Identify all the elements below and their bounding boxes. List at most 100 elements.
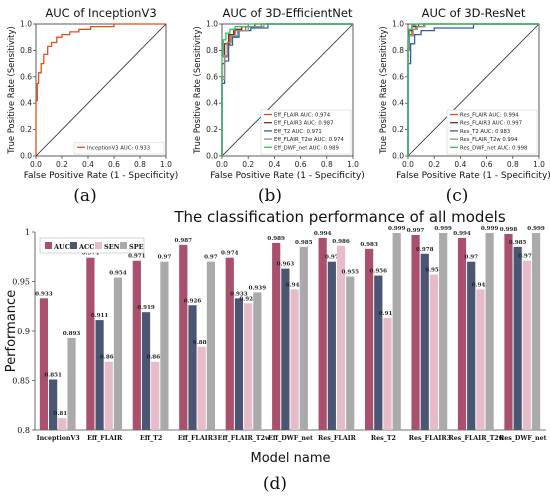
roc-title: AUC of InceptionV3 [45,6,156,20]
y-tick-label: 0.4 [206,99,218,108]
y-tick-label: 0.85 [12,377,30,386]
legend-box [260,109,352,155]
bar-spe [485,232,494,430]
y-tick-label: 0.2 [206,125,218,134]
bar-value-label: 0.942 [286,282,304,288]
y-tick-label: 0.8 [17,426,30,435]
legend-label: Res_DWF_net AUC: 0.998 [460,145,528,151]
legend-label: Eff_FLAIR AUC: 0.974 [274,113,331,119]
bar-value-label: 0.97 [158,255,172,261]
bar-spe [67,337,76,430]
legend-label: Res_FLAIR AUC: 0.994 [460,113,519,119]
legend-swatch-acc [70,242,77,249]
bar-auc [39,298,49,430]
bar-value-label: 0.869 [100,355,118,361]
bar-acc [467,261,476,430]
bar-value-label: 0.933 [35,291,53,297]
bar-value-label: 0.869 [146,355,164,361]
legend-label: Eff_T2 AUC: 0.971 [274,129,322,135]
bar-value-label: 0.851 [44,373,62,379]
legend-box [73,142,165,155]
legend-label: Res_FLAIR_T2w 0.994 [460,137,518,143]
bar-value-label: 0.928 [239,296,257,302]
legend-swatch-spe [120,242,127,249]
category-label: Res_DWF_net [499,435,547,442]
bar-value-label: 0.997 [407,228,425,234]
x-tick-label: 0.0 [216,160,228,169]
bar-spe [439,232,448,430]
bar-sen [383,318,392,430]
bar-acc [420,253,429,430]
bar-auc [318,237,327,430]
bar-value-label: 0.999 [527,226,545,232]
y-tick-label: 0.8 [206,46,218,55]
bar-value-label: 0.956 [370,269,388,275]
bar-value-label: 0.97 [325,255,339,261]
x-tick-label: 0.6 [295,160,307,169]
bar-sen [197,346,206,430]
bar-acc [234,298,244,430]
bar-value-label: 0.926 [184,298,202,304]
plot-frame [35,23,167,157]
bar-value-label: 0.919 [137,305,155,311]
bar-sen [151,361,160,430]
bar-auc [411,234,420,430]
bar-value-label: 0.978 [416,247,434,253]
bar-auc [86,257,95,430]
x-tick-label: 1.0 [347,160,359,169]
legend-label: Res_FLAIR3 AUC: 0.997 [460,121,522,127]
x-tick-label: 0.0 [30,160,42,169]
bar-sen [429,274,439,430]
bar-auc [132,260,141,430]
category-label: Res_FLAIR_T2w [449,435,505,442]
bar-value-label: 0.974 [221,251,239,257]
x-axis-label: Model name [250,451,330,466]
legend-box [39,237,145,254]
bar-value-label: 0.985 [295,240,313,246]
y-axis-label: True Positive Rate (Sensitivity) [6,26,16,154]
y-tick-label: 1 [25,228,30,237]
x-tick-label: 0.4 [268,160,280,169]
legend-swatch-sen [95,242,102,249]
y-tick-label: 1.0 [206,20,218,29]
legend-swatch-auc [45,242,52,249]
x-tick-label: 0.2 [242,160,254,169]
roc-curve [407,23,539,156]
bar-auc [504,233,513,430]
x-tick-label: 0.6 [481,160,493,169]
bar-value-label: 0.97 [204,255,218,261]
bar-sen [290,289,299,430]
bar-value-label: 0.999 [434,226,452,232]
category-label: Res_FLAIR3 [409,435,451,442]
diagonal-reference-line [407,23,540,157]
bar-value-label: 0.812 [54,411,72,417]
bar-value-label: 0.942 [472,282,490,288]
bar-spe [346,276,355,430]
bar-acc [374,275,383,430]
bar-value-label: 0.999 [388,226,406,232]
category-label: Eff_FLAIR_T2w [218,435,271,442]
bar-value-label: 0.994 [314,231,332,237]
bar-spe [113,277,123,430]
x-tick-label: 0.0 [402,160,414,169]
bar-value-label: 0.933 [230,291,248,297]
legend-label: AUC [53,243,70,251]
bar-acc [281,268,290,430]
category-label: Res_FLAIR [318,435,357,442]
y-axis-label: Performance [4,290,19,372]
bar-value-label: 0.971 [128,254,146,260]
x-tick-label: 0.6 [108,160,120,169]
bar-value-label: 0.971 [518,254,536,260]
y-tick-label: 0.6 [20,72,32,81]
y-tick-label: 0.4 [392,99,404,108]
bar-auc [225,257,234,430]
bar-value-label: 0.986 [332,239,350,245]
x-axis-label: False Positive Rate (1 - Specificity) [24,171,179,181]
legend-label: Res_T2 AUC: 0.983 [460,129,510,135]
diagonal-reference-line [35,23,167,157]
caption-d: (d) [262,474,288,494]
y-tick-label: 0.6 [392,72,404,81]
x-tick-label: 0.4 [454,160,466,169]
bar-spe [531,232,541,430]
roc-panel-a: AUC of InceptionV3 0.00.0 0.2 0.2 0.4 0.4 0.6 0… [6,6,178,181]
